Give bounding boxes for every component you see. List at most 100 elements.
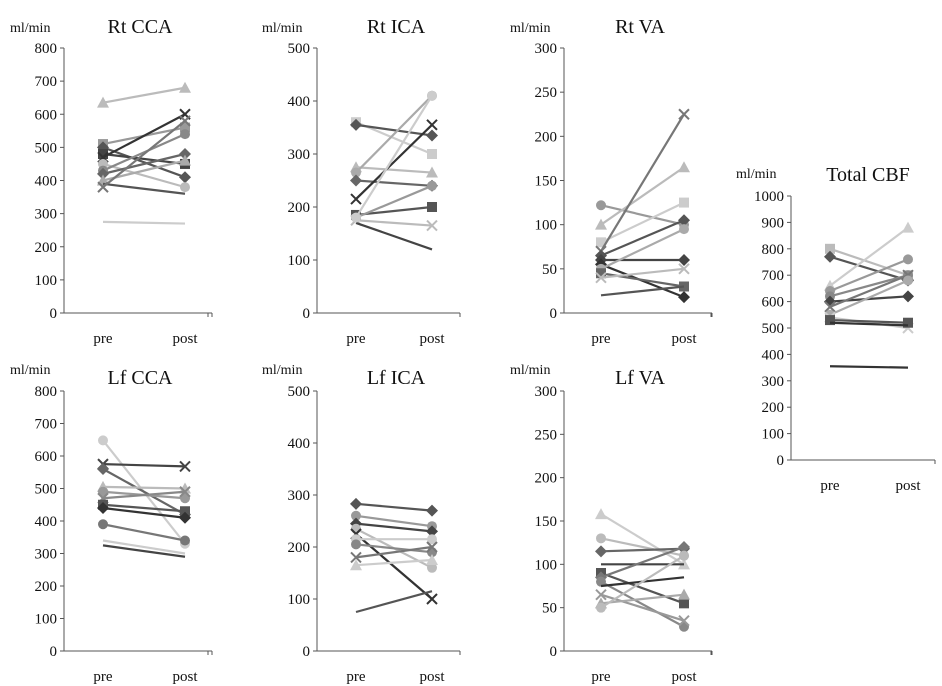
data-point-post (678, 108, 690, 120)
chart-title: Lf VA (615, 367, 665, 389)
series-line (97, 458, 191, 473)
series-segment (102, 146, 186, 179)
series-line (600, 285, 685, 297)
data-point-pre (596, 200, 606, 211)
chart-title: Rt ICA (367, 16, 426, 38)
y-tick-label: 700 (762, 268, 785, 284)
y-tick-label: 100 (35, 612, 58, 628)
series-line (350, 214, 438, 232)
data-point-pre (596, 602, 606, 613)
data-point-post (180, 506, 190, 517)
series-segment (600, 267, 685, 279)
series-line (350, 161, 438, 178)
y-tick-label: 250 (535, 85, 558, 101)
chart-lf-va: Lf VA ml/min 0 50 100 150 200 250 300 pre post (510, 363, 713, 685)
series-segment (355, 166, 433, 174)
y-tick-label: 0 (550, 644, 558, 660)
series-segment (102, 162, 186, 189)
series-line (596, 224, 689, 274)
y-axis-unit-label: ml/min (262, 363, 302, 378)
y-tick-label: 400 (762, 347, 785, 363)
series-line (350, 497, 438, 517)
y-tick-label: 400 (35, 514, 58, 530)
data-point-post (426, 504, 438, 517)
y-axis-unit-label: ml/min (510, 363, 550, 378)
y-tick-label: 300 (535, 384, 558, 400)
series-segment (600, 513, 685, 566)
series-segment (600, 593, 685, 605)
series-line (351, 534, 437, 545)
data-point-post (180, 122, 190, 133)
data-point-post (426, 525, 438, 538)
y-tick-label: 500 (762, 321, 785, 337)
series-line (351, 90, 437, 223)
data-point-post (678, 214, 690, 227)
data-point-pre (350, 559, 362, 571)
data-point-pre (596, 237, 606, 248)
y-tick-label: 300 (288, 147, 311, 163)
y-axis-unit-label: ml/min (736, 167, 776, 182)
series-segment (102, 152, 186, 175)
y-axis-unit-label: ml/min (262, 21, 302, 36)
series-segment (102, 523, 186, 542)
data-point-post (179, 115, 191, 127)
series-segment (600, 554, 685, 609)
y-tick-label: 300 (535, 41, 558, 57)
x-tick-label-pre: pre (591, 331, 610, 347)
series-segment (355, 179, 433, 187)
data-point-pre (350, 193, 362, 205)
y-tick-label: 200 (535, 129, 558, 145)
series-segment (829, 247, 909, 277)
chart-total-cbf: Total CBF ml/min 0 100 200 300 400 500 600 700 800… (736, 164, 936, 494)
series-line (97, 148, 191, 180)
series-line (824, 221, 914, 291)
chart-lf-cca: Lf CCA ml/min 0 100 200 300 400 500 600 700 800 pre… (10, 363, 213, 685)
data-point-post (180, 535, 190, 546)
series-line (350, 554, 438, 571)
data-point-pre (596, 268, 606, 279)
y-tick-label: 0 (50, 306, 58, 322)
series-segment (102, 503, 186, 513)
x-tick-label-post: post (671, 331, 697, 347)
data-point-post (179, 171, 191, 184)
series-segment (102, 544, 186, 558)
y-tick-label: 700 (35, 417, 58, 433)
y-axis-unit-label: ml/min (10, 21, 50, 36)
series-segment (102, 120, 186, 188)
series-segment (102, 133, 186, 172)
chart-title: Lf ICA (367, 367, 426, 389)
y-tick-label: 500 (35, 140, 58, 156)
data-point-post (679, 550, 689, 561)
chart-rt-va: Rt VA ml/min 0 50 100 150 200 250 300 pre post (510, 16, 713, 347)
y-tick-label: 600 (762, 295, 785, 311)
x-tick-label-pre: pre (93, 669, 112, 685)
y-tick-label: 200 (762, 400, 785, 416)
y-tick-label: 400 (288, 436, 311, 452)
series-segment (102, 468, 186, 516)
data-point-pre (595, 545, 607, 558)
data-point-post (678, 263, 690, 275)
y-tick-label: 100 (535, 557, 558, 573)
series-segment (102, 152, 186, 166)
y-tick-label: 1000 (754, 189, 784, 205)
data-point-post (427, 90, 437, 101)
data-point-pre (596, 576, 606, 587)
y-tick-label: 100 (288, 253, 311, 269)
series-segment (102, 506, 186, 519)
data-point-post (902, 221, 914, 233)
series-segment (355, 95, 433, 219)
series-segment (102, 485, 186, 490)
y-tick-label: 200 (288, 200, 311, 216)
y-tick-label: 300 (35, 207, 58, 223)
data-point-post (902, 290, 914, 303)
y-tick-label: 0 (303, 306, 311, 322)
data-point-post (903, 275, 913, 286)
series-segment (355, 558, 433, 567)
series-segment (355, 543, 433, 554)
data-point-post (179, 148, 191, 160)
series-segment (355, 533, 433, 600)
series-line (351, 117, 437, 159)
series-segment (829, 321, 909, 327)
series-line (825, 315, 913, 328)
